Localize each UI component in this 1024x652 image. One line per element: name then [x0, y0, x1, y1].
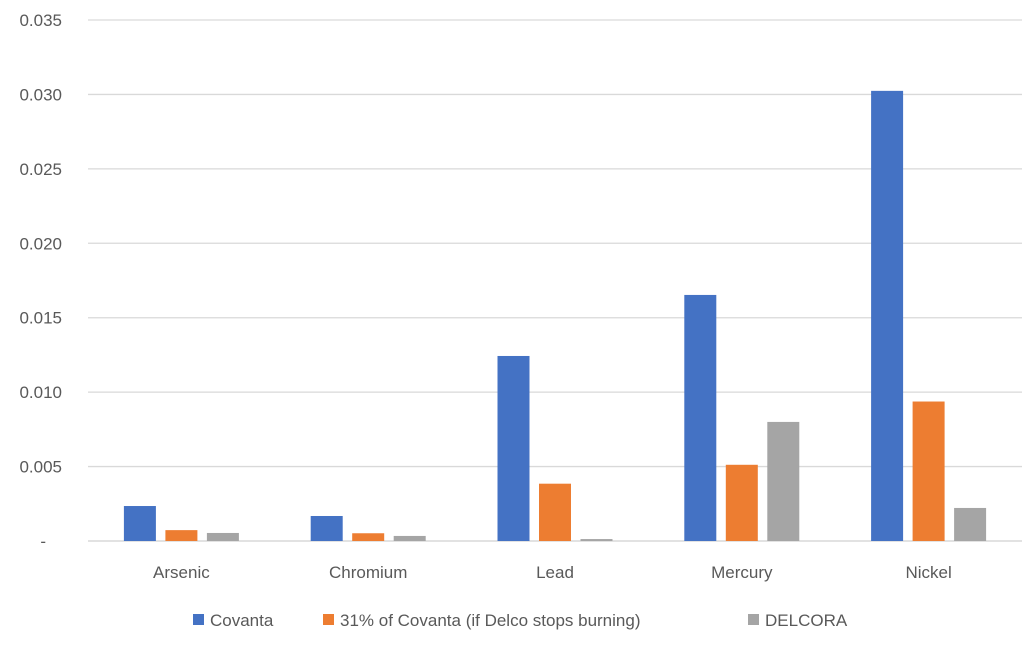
bar-chromium-1: [352, 533, 385, 541]
bar-arsenic-2: [206, 532, 239, 541]
bar-mercury-0: [684, 294, 717, 541]
legend-swatch: [193, 614, 204, 625]
bar-arsenic-1: [165, 530, 198, 541]
legend-swatch: [748, 614, 759, 625]
bar-mercury-2: [767, 421, 800, 541]
legend-label: DELCORA: [765, 611, 848, 630]
y-tick-label: 0.030: [19, 85, 62, 104]
bar-arsenic-0: [123, 506, 156, 541]
bar-nickel-1: [912, 401, 945, 541]
bar-mercury-1: [725, 464, 758, 541]
bar-chromium-2: [393, 535, 426, 541]
bar-lead-0: [497, 355, 530, 541]
y-tick-label: 0.005: [19, 458, 62, 477]
x-tick-label: Mercury: [711, 563, 773, 582]
x-tick-label: Lead: [536, 563, 574, 582]
y-tick-label: 0.025: [19, 160, 62, 179]
bar-chromium-0: [310, 515, 343, 541]
y-tick-label: 0.035: [19, 11, 62, 30]
y-tick-label: 0.010: [19, 383, 62, 402]
legend-swatch: [323, 614, 334, 625]
bar-nickel-2: [954, 507, 987, 541]
legend-label: Covanta: [210, 611, 274, 630]
bar-lead-1: [539, 483, 571, 541]
bar-nickel-0: [871, 90, 904, 541]
x-tick-label: Chromium: [329, 563, 407, 582]
y-tick-label: 0.020: [19, 234, 62, 253]
y-tick-label: -: [40, 532, 46, 551]
x-tick-label: Nickel: [905, 563, 951, 582]
x-tick-label: Arsenic: [153, 563, 210, 582]
y-tick-label: 0.015: [19, 309, 62, 328]
legend-label: 31% of Covanta (if Delco stops burning): [340, 611, 641, 630]
bar-lead-2: [580, 539, 613, 541]
